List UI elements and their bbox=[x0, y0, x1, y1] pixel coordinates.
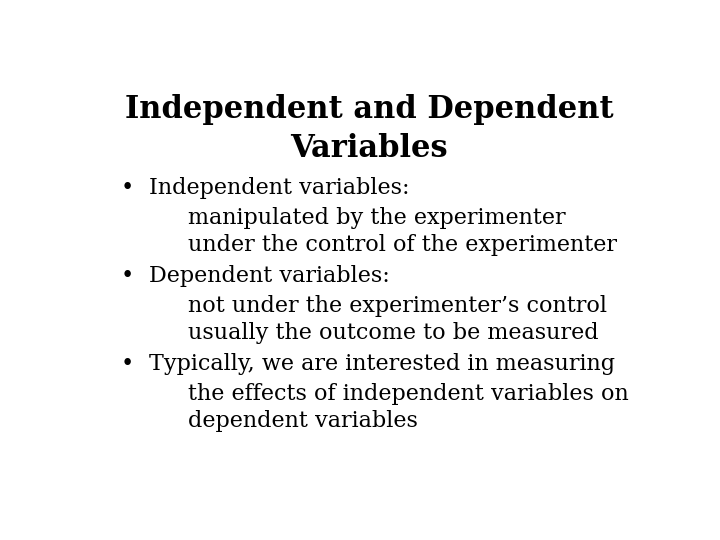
Text: the effects of independent variables on: the effects of independent variables on bbox=[188, 383, 629, 406]
Text: dependent variables: dependent variables bbox=[188, 410, 418, 433]
Text: •: • bbox=[121, 177, 134, 199]
Text: under the control of the experimenter: under the control of the experimenter bbox=[188, 234, 616, 256]
Text: manipulated by the experimenter: manipulated by the experimenter bbox=[188, 207, 565, 229]
Text: •: • bbox=[121, 353, 134, 375]
Text: Dependent variables:: Dependent variables: bbox=[148, 265, 390, 287]
Text: •: • bbox=[121, 265, 134, 287]
Text: Independent and Dependent
Variables: Independent and Dependent Variables bbox=[125, 94, 613, 164]
Text: Typically, we are interested in measuring: Typically, we are interested in measurin… bbox=[148, 353, 615, 375]
Text: usually the outcome to be measured: usually the outcome to be measured bbox=[188, 322, 598, 344]
Text: Independent variables:: Independent variables: bbox=[148, 177, 409, 199]
Text: not under the experimenter’s control: not under the experimenter’s control bbox=[188, 295, 607, 317]
